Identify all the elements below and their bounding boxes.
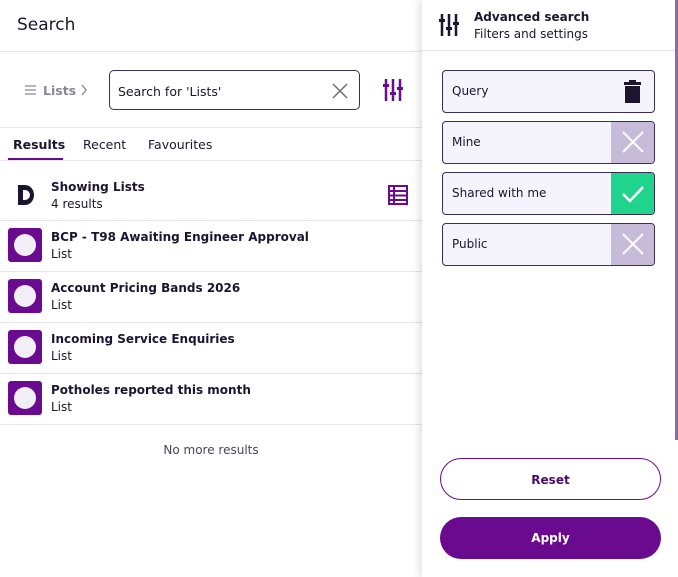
- result-row[interactable]: BCP - T98 Awaiting Engineer Approval List: [0, 220, 422, 272]
- result-title: BCP - T98 Awaiting Engineer Approval: [51, 230, 309, 244]
- summary-count: 4 results: [51, 197, 103, 211]
- filter-label: Shared with me: [452, 186, 547, 200]
- result-type: List: [51, 298, 72, 312]
- list-icon: [8, 330, 42, 364]
- filter-button[interactable]: [383, 79, 403, 101]
- result-row[interactable]: Incoming Service Enquiries List: [0, 322, 422, 374]
- filter-label: Query: [452, 84, 489, 98]
- reset-button[interactable]: Reset: [440, 458, 661, 500]
- result-type: List: [51, 400, 72, 414]
- menu-icon: [25, 85, 36, 95]
- panel-subtitle: Filters and settings: [474, 27, 589, 41]
- toggle-off[interactable]: [611, 122, 654, 163]
- divider: [0, 51, 422, 52]
- filter-label: Mine: [452, 135, 481, 149]
- tab-indicator: [8, 158, 63, 160]
- list-view-icon[interactable]: [388, 185, 408, 205]
- list-icon: [8, 228, 42, 262]
- chevron: [81, 84, 87, 96]
- breadcrumb[interactable]: Lists: [43, 83, 77, 98]
- result-type: List: [51, 349, 72, 363]
- summary-row: Showing Lists 4 results: [0, 169, 422, 221]
- result-title: Incoming Service Enquiries: [51, 332, 235, 346]
- apply-button[interactable]: Apply: [440, 517, 661, 559]
- filter-item[interactable]: Public: [442, 223, 655, 266]
- search-text: Search for 'Lists': [118, 84, 222, 99]
- divider: [0, 160, 422, 161]
- page-title: Search: [17, 15, 76, 35]
- list-icon: [8, 381, 42, 415]
- list-icon: [8, 279, 42, 313]
- clear-icon[interactable]: [332, 83, 348, 99]
- result-row[interactable]: Account Pricing Bands 2026 List: [0, 271, 422, 323]
- no-more-results: No more results: [163, 443, 259, 457]
- tab[interactable]: Favourites: [148, 137, 213, 152]
- result-title: Account Pricing Bands 2026: [51, 281, 241, 295]
- result-type: List: [51, 247, 72, 261]
- toggle-off[interactable]: [611, 224, 654, 265]
- divider: [422, 50, 675, 51]
- filter-label: Public: [452, 237, 488, 251]
- filter-item[interactable]: Shared with me: [442, 172, 655, 215]
- scrollbar[interactable]: [675, 0, 678, 440]
- panel-icon: [439, 14, 459, 36]
- divider: [0, 127, 422, 128]
- search-box[interactable]: Search for 'Lists': [109, 70, 360, 110]
- tab-active[interactable]: Results: [13, 137, 66, 152]
- panel-title: Advanced search: [474, 10, 590, 24]
- filter-item[interactable]: Mine: [442, 121, 655, 164]
- result-title: Potholes reported this month: [51, 383, 251, 397]
- summary-title: Showing Lists: [51, 180, 145, 194]
- result-row[interactable]: Potholes reported this month List: [0, 373, 422, 425]
- logo: [18, 185, 34, 205]
- delete-icon[interactable]: [611, 71, 654, 112]
- toggle-on[interactable]: [611, 173, 654, 214]
- tab[interactable]: Recent: [83, 137, 127, 152]
- filter-item[interactable]: Query: [442, 70, 655, 113]
